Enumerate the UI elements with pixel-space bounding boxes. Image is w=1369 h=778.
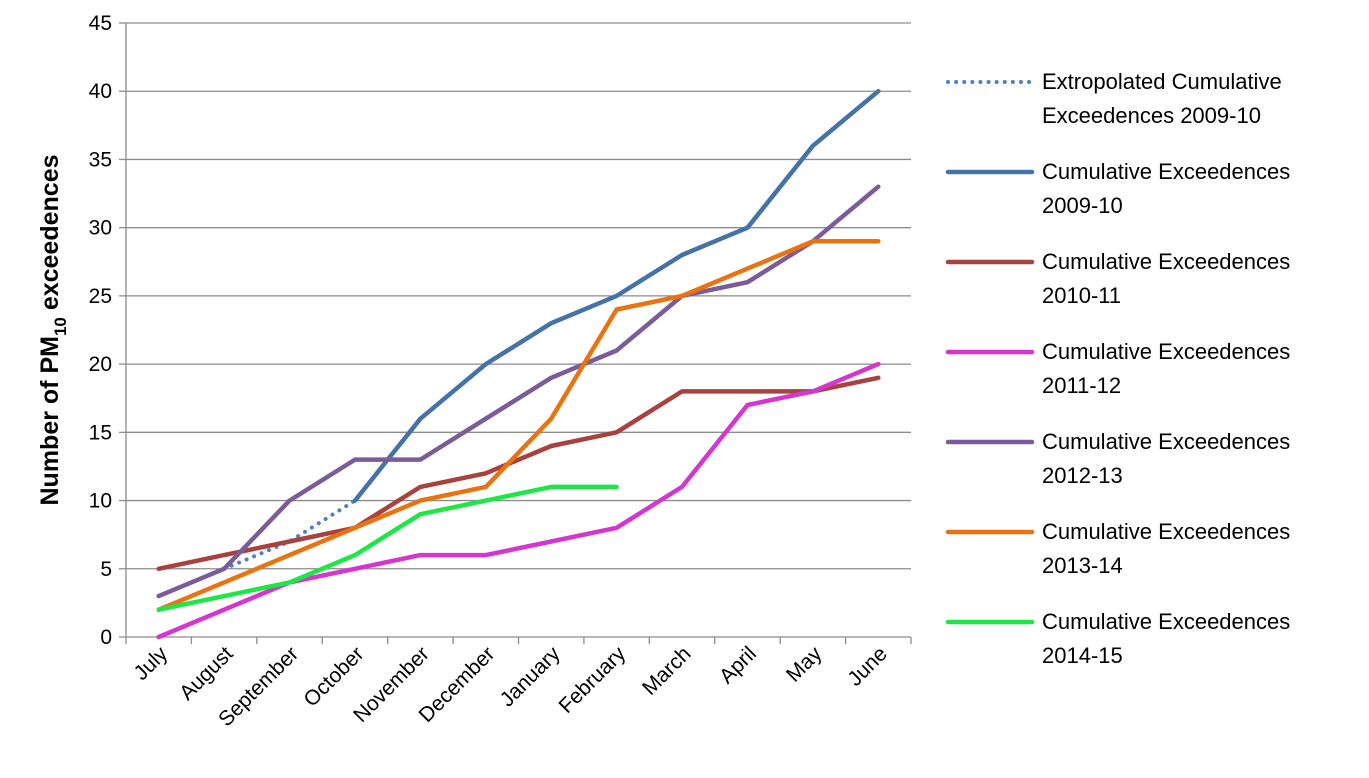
grid-lines	[126, 22, 911, 570]
legend-label: Cumulative Exceedences	[1042, 429, 1290, 454]
legend-label: 2013-14	[1042, 553, 1123, 578]
x-tick-label: March	[638, 642, 696, 700]
legend-label: Cumulative Exceedences	[1042, 249, 1290, 274]
y-tick-label: 5	[100, 558, 112, 581]
legend-label: 2010-11	[1042, 283, 1121, 308]
x-tick-labels: July AugustSeptemberOctoberNovemberDecemb…	[130, 642, 892, 731]
legend-label: Cumulative Exceedences	[1042, 159, 1290, 184]
legend-item: Cumulative Exceedences 2012-13	[945, 429, 1290, 488]
legend-label: 2014-15	[1042, 643, 1123, 668]
series-line	[156, 484, 619, 612]
x-tick-label: May	[782, 642, 827, 687]
y-tick-label: 40	[89, 80, 112, 103]
y-tick-label: 10	[89, 490, 112, 513]
y-tick-labels: 0 5 10 15 20 25 30 35 40 45	[89, 12, 112, 649]
series-line	[156, 375, 881, 572]
y-tick-label: 45	[89, 12, 112, 35]
y-tick-label: 15	[89, 421, 112, 444]
x-tick-label: June	[843, 642, 891, 690]
legend-item: Cumulative Exceedences 2011-12	[945, 339, 1290, 398]
axes	[119, 22, 912, 644]
legend-label: Cumulative Exceedences	[1042, 519, 1290, 544]
legend: Extropolated Cumulative Exceedences 2009-…	[945, 69, 1290, 668]
legend-item: Extropolated Cumulative Exceedences 2009-…	[946, 69, 1282, 128]
series-line	[156, 184, 881, 599]
series-lines	[156, 88, 881, 640]
legend-label: Exceedences 2009-10	[1042, 103, 1261, 128]
legend-label: Extropolated Cumulative	[1042, 69, 1282, 94]
y-tick-label: 20	[89, 353, 112, 376]
y-tick-label: 0	[100, 626, 112, 649]
y-axis-label-subscript: 10	[51, 317, 70, 336]
x-tick-label: February	[554, 642, 630, 718]
y-axis-label: Number of PM10 exceedences	[36, 155, 70, 506]
legend-label: 2012-13	[1042, 463, 1123, 488]
legend-label: 2009-10	[1042, 193, 1123, 218]
legend-item: Cumulative Exceedences 2009-10	[945, 159, 1290, 218]
x-tick-label: April	[715, 642, 761, 688]
series-line	[222, 498, 357, 571]
x-tick-label: July	[130, 642, 173, 685]
y-axis-label-suffix: exceedences	[36, 155, 64, 318]
y-tick-label: 30	[89, 217, 112, 240]
y-tick-label: 25	[89, 285, 112, 308]
legend-label: Cumulative Exceedences	[1042, 609, 1290, 634]
series-line	[156, 239, 881, 612]
y-tick-label: 35	[89, 148, 112, 171]
legend-item: Cumulative Exceedences 2013-14	[945, 519, 1290, 578]
legend-label: Cumulative Exceedences	[1042, 339, 1290, 364]
series-line	[352, 88, 881, 503]
y-axis-label-prefix: Number of PM	[36, 336, 64, 505]
legend-item: Cumulative Exceedences 2014-15	[945, 609, 1290, 668]
x-tick-label: August	[175, 642, 238, 705]
legend-label: 2011-12	[1042, 373, 1121, 398]
legend-item: Cumulative Exceedences 2010-11	[945, 249, 1290, 308]
